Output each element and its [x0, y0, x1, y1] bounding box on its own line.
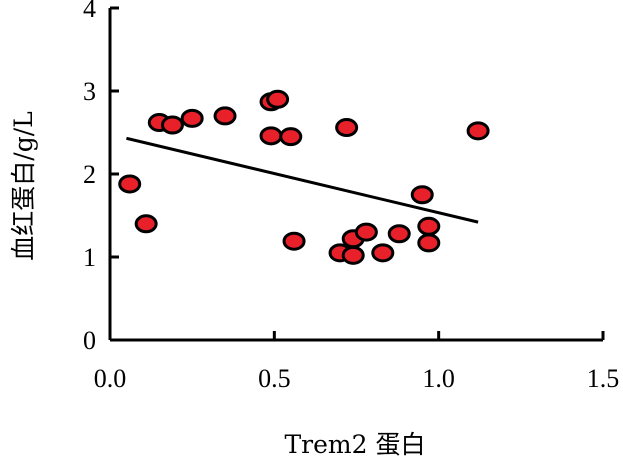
- data-point: [410, 185, 434, 205]
- y-tick-label: 3: [83, 77, 96, 106]
- x-tick-label: 0.5: [258, 364, 291, 393]
- x-tick-label: 0.0: [94, 364, 127, 393]
- data-points: [118, 89, 490, 265]
- data-point: [341, 245, 365, 265]
- data-point: [279, 127, 303, 147]
- data-point: [259, 126, 283, 146]
- data-point: [466, 121, 490, 141]
- y-tick-label: 2: [83, 160, 96, 189]
- data-point: [387, 224, 411, 244]
- trend-line-group: [126, 136, 479, 224]
- y-axis-title: 血红蛋白/g/L: [9, 111, 38, 260]
- data-point: [118, 174, 142, 194]
- data-point: [371, 243, 395, 263]
- data-point: [266, 89, 290, 109]
- data-point: [134, 214, 158, 234]
- x-tick-label: 1.0: [422, 364, 455, 393]
- data-point: [417, 216, 441, 236]
- data-point: [180, 108, 204, 128]
- data-point: [335, 118, 359, 138]
- axis-ticks: 0 1 2 3 4 0.0 0.5 1.0 1.5: [83, 0, 619, 393]
- y-tick-label: 1: [83, 243, 96, 272]
- axes: [108, 8, 603, 342]
- data-point: [282, 231, 306, 251]
- data-point: [417, 233, 441, 253]
- x-tick-label: 1.5: [587, 364, 620, 393]
- data-point: [213, 106, 237, 126]
- x-axis-title: Trem2 蛋白: [285, 430, 426, 459]
- data-point: [160, 115, 184, 135]
- trend-line: [126, 136, 479, 224]
- data-point: [354, 222, 378, 242]
- y-tick-label: 0: [83, 326, 96, 355]
- y-tick-label: 4: [83, 0, 96, 23]
